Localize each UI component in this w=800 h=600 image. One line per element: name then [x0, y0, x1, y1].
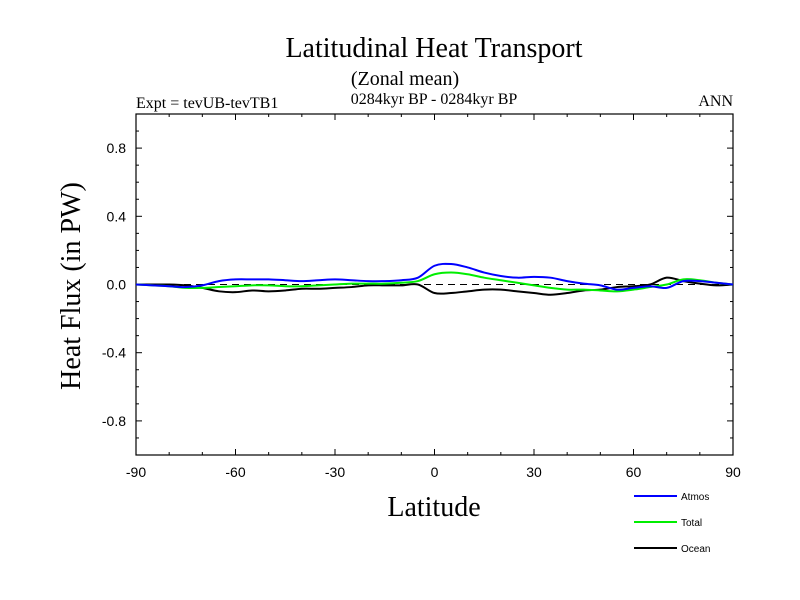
x-tick-label: -90 [126, 464, 146, 480]
legend-label-total: Total [681, 518, 702, 529]
chart-title: Latitudinal Heat Transport [285, 33, 582, 64]
y-tick-label: 0.8 [107, 140, 127, 156]
season-label: ANN [698, 93, 733, 110]
x-tick-label: 60 [626, 464, 642, 480]
y-axis-label: Heat Flux (in PW) [56, 182, 87, 390]
x-tick-label: 0 [431, 464, 439, 480]
chart-subtitle: (Zonal mean) [351, 68, 459, 90]
y-tick-label: -0.8 [102, 413, 126, 429]
x-tick-label: 90 [725, 464, 741, 480]
series-line-total [135, 271, 734, 293]
x-tick-label: -30 [325, 464, 345, 480]
x-tick-label: 30 [526, 464, 542, 480]
y-tick-label: 0.4 [107, 208, 127, 224]
y-tick-label: -0.4 [102, 345, 126, 361]
x-tick-label: -60 [225, 464, 245, 480]
series-line-atmos [135, 262, 734, 291]
x-axis-label: Latitude [387, 492, 480, 523]
chart-period: 0284kyr BP - 0284kyr BP [351, 91, 518, 108]
legend-label-atmos: Atmos [681, 492, 709, 503]
y-tick-label: 0.0 [107, 277, 127, 293]
legend-label-ocean: Ocean [681, 544, 710, 555]
series-line-ocean [136, 276, 734, 296]
legend: Atmos Total Ocean [634, 492, 710, 555]
plot-area: -90 -60 -30 0 30 60 90 -0.8 -0.4 0.0 0.4 0.8 [102, 113, 741, 480]
experiment-label: Expt = tevUB-tevTB1 [136, 95, 278, 112]
